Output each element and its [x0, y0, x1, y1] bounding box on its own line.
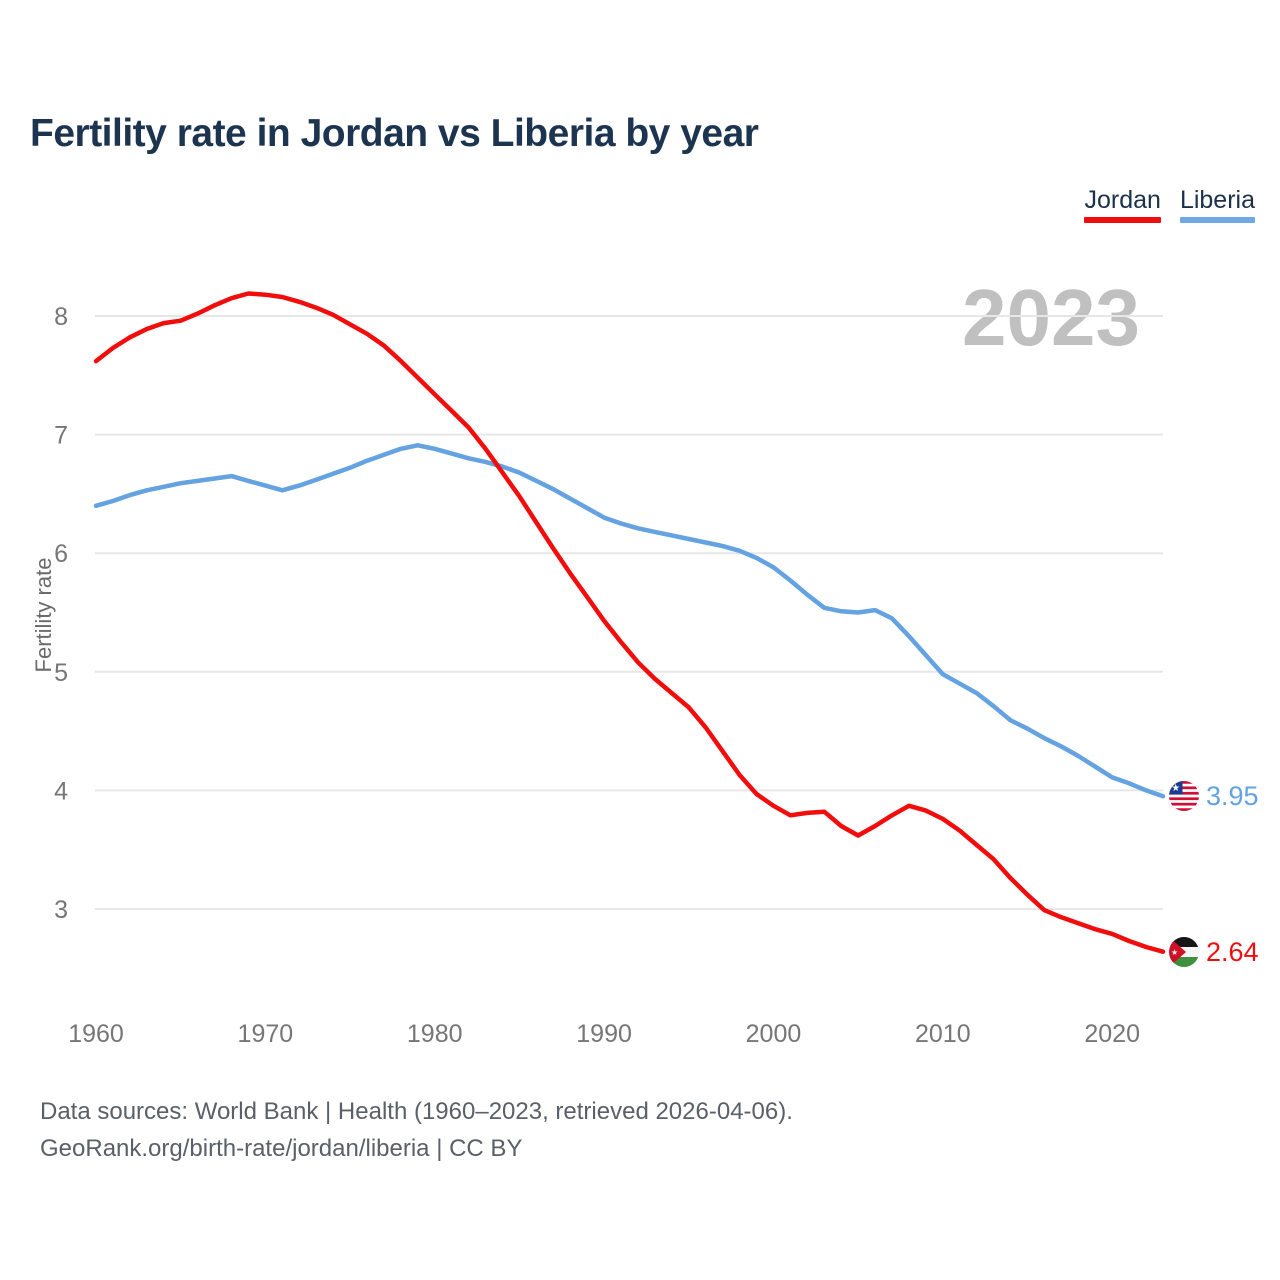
gridlines [95, 315, 1163, 910]
flag-stripe [1169, 808, 1199, 811]
jordan-end-value: 2.64 [1206, 937, 1259, 967]
liberia-series-line[interactable] [93, 443, 1166, 799]
x-tick-label: 1960 [68, 1020, 124, 1048]
flag-stripe [1169, 802, 1199, 806]
y-tick-label: 4 [54, 777, 68, 805]
x-tick-label: 2010 [915, 1020, 971, 1048]
y-tick-label: 7 [54, 422, 68, 450]
y-tick-label: 3 [54, 896, 68, 924]
flag-stripe [1169, 797, 1199, 801]
x-tick-labels: 1960 1970 1980 1990 2000 2010 2020 [68, 1020, 1140, 1048]
liberia-end-value: 3.95 [1206, 781, 1259, 811]
x-tick-label: 1980 [407, 1020, 463, 1048]
flag-stripe [1169, 791, 1199, 795]
legend-label-jordan: Jordan [1084, 186, 1161, 214]
jordan-flag-icon: ★ [1169, 937, 1199, 967]
x-tick-label: 2020 [1084, 1020, 1140, 1048]
page-title: Fertility rate in Jordan vs Liberia by y… [30, 112, 759, 155]
source-line-2: GeoRank.org/birth-rate/jordan/liberia | … [40, 1135, 523, 1162]
legend-item-jordan[interactable]: Jordan [1084, 186, 1161, 223]
source-footer: Data sources: World Bank | Health (1960–… [40, 1093, 793, 1167]
svg-text:★: ★ [1171, 783, 1180, 794]
legend: Jordan Liberia [1084, 186, 1255, 223]
flag-stripe [1169, 786, 1199, 790]
year-watermark: 2023 [962, 273, 1140, 362]
y-tick-label: 8 [54, 303, 68, 331]
y-tick-label: 6 [54, 540, 68, 568]
flag-stripe [1169, 781, 1199, 784]
x-tick-label: 1990 [576, 1020, 632, 1048]
source-line-1: Data sources: World Bank | Health (1960–… [40, 1098, 793, 1125]
jordan-series-line[interactable] [93, 291, 1166, 954]
x-tick-label: 1970 [238, 1020, 294, 1048]
legend-item-liberia[interactable]: Liberia [1179, 186, 1255, 223]
svg-text:★: ★ [1171, 948, 1178, 957]
legend-swatch-jordan [1084, 217, 1161, 223]
legend-label-liberia: Liberia [1179, 186, 1255, 214]
y-tick-label: 5 [54, 659, 68, 687]
liberia-flag-icon: ★ [1169, 781, 1199, 811]
legend-swatch-liberia [1179, 217, 1255, 223]
x-tick-label: 2000 [746, 1020, 802, 1048]
y-tick-labels: 8 7 6 5 4 3 [54, 303, 68, 924]
